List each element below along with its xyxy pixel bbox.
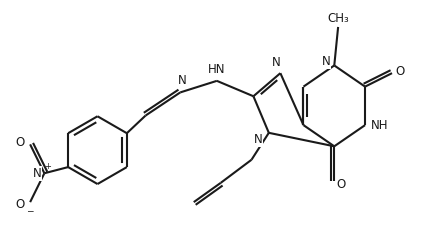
Text: CH₃: CH₃ <box>327 12 349 25</box>
Text: N: N <box>178 74 187 87</box>
Text: −: − <box>26 206 33 215</box>
Text: N: N <box>322 55 330 68</box>
Text: O: O <box>337 178 346 191</box>
Text: O: O <box>15 198 24 210</box>
Text: N: N <box>253 133 262 146</box>
Text: +: + <box>44 162 51 171</box>
Text: O: O <box>15 136 24 149</box>
Text: NH: NH <box>371 119 389 132</box>
Text: N: N <box>271 56 280 69</box>
Text: HN: HN <box>208 63 226 76</box>
Text: O: O <box>396 65 405 78</box>
Text: N: N <box>32 167 41 180</box>
